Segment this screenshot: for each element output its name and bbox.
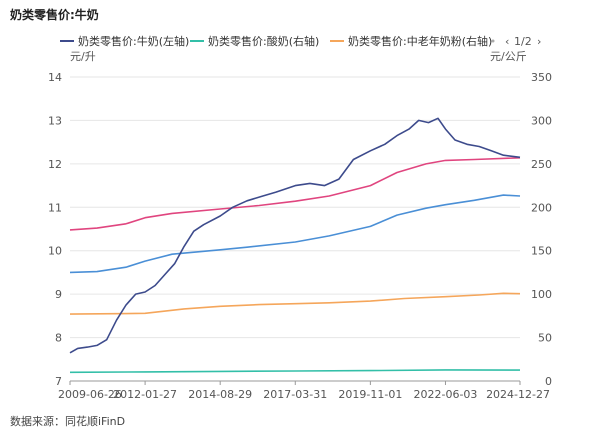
y-left-tick-label: 11 (48, 201, 62, 214)
y-left-tick-label: 13 (48, 114, 62, 127)
chart-title: 奶类零售价:牛奶 (10, 8, 99, 22)
x-tick-label: 2012-01-27 (113, 388, 177, 401)
x-tick-label: 2017-03-31 (263, 388, 327, 401)
series-line-1 (69, 369, 521, 374)
legend-label: 奶类零售价:酸奶(右轴) (208, 34, 319, 48)
y-right-tick-label: 300 (531, 114, 552, 127)
y-left-tick-label: 12 (48, 158, 62, 171)
y-right-tick-label: 250 (531, 158, 552, 171)
data-source: 数据来源：同花顺iFinD (10, 415, 126, 428)
x-tick-label: 2022-06-03 (413, 388, 477, 401)
series-lines (69, 117, 521, 374)
y-right-tick-label: 150 (531, 245, 552, 258)
chevron-left-icon[interactable]: ‹ (505, 35, 509, 48)
series-line-4 (69, 194, 521, 274)
y-left-tick-label: 9 (55, 288, 62, 301)
legend-dot (491, 39, 495, 43)
y-right-tick-label: 50 (538, 332, 552, 345)
x-tick-label: 2014-08-29 (188, 388, 252, 401)
y-left-tick-label: 14 (48, 71, 62, 84)
y-right-tick-label: 0 (545, 375, 552, 388)
y-left-tick-label: 7 (55, 375, 62, 388)
x-tick-label: 2024-12-27 (486, 388, 550, 401)
right-axis-unit: 元/公斤 (490, 50, 527, 63)
y-right-tick-label: 100 (531, 288, 552, 301)
y-left-tick-label: 8 (55, 332, 62, 345)
left-axis-unit: 元/升 (70, 50, 96, 63)
right-y-axis: 0 50 100 150 200 250 300 350 (531, 71, 552, 388)
legend-label: 奶类零售价:牛奶(左轴) (78, 34, 189, 48)
legend: 奶类零售价:牛奶(左轴) 奶类零售价:酸奶(右轴) 奶类零售价:中老年奶粉(右轴) ‹… (60, 34, 541, 48)
y-left-tick-label: 10 (48, 245, 62, 258)
gridlines (70, 76, 520, 382)
series-line-3 (69, 157, 521, 231)
y-right-tick-label: 200 (531, 201, 552, 214)
series-line-0 (69, 117, 521, 354)
legend-page-indicator: 1/2 (514, 35, 532, 48)
chevron-right-icon[interactable]: › (537, 35, 541, 48)
left-y-axis: 7 8 9 10 11 12 13 14 (48, 71, 62, 388)
legend-label: 奶类零售价:中老年奶粉(右轴) (348, 34, 492, 48)
x-tick-label: 2019-11-01 (338, 388, 402, 401)
y-right-tick-label: 350 (531, 71, 552, 84)
x-tick-label: 2009-06-26 (58, 388, 122, 401)
series-line-2 (69, 292, 521, 315)
